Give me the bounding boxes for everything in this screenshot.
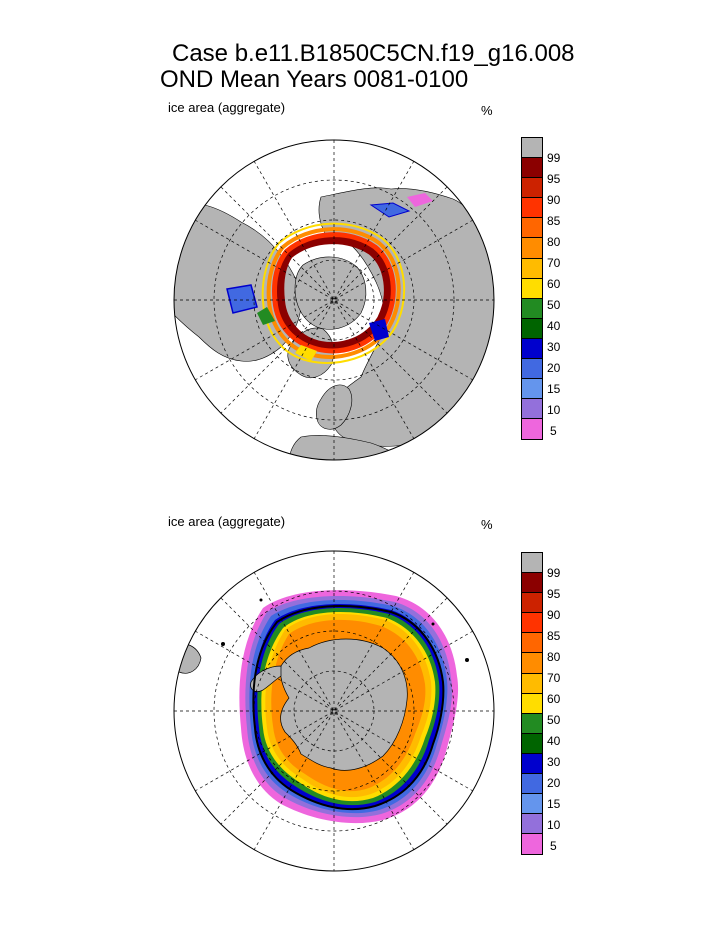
- south-tick-70: 70: [547, 671, 561, 685]
- north-colorbar-bin-10: [522, 399, 542, 420]
- south-tick-5: 5: [550, 839, 557, 853]
- south-colorbar-bin-100: [522, 553, 542, 574]
- north-tick-20: 20: [547, 361, 561, 375]
- south-colorbar-bin-50: [522, 713, 542, 734]
- north-colorbar-bin-99: [522, 158, 542, 179]
- south-tick-90: 90: [547, 608, 561, 622]
- south-colorbar-bin-95: [522, 593, 542, 614]
- north-colorbar: [521, 137, 543, 441]
- north-tick-60: 60: [547, 277, 561, 291]
- north-ice-edges: [226, 193, 433, 361]
- south-variable-label: ice area (aggregate): [168, 514, 286, 529]
- south-colorbar-bin-10: [522, 814, 542, 835]
- south-tick-20: 20: [547, 776, 561, 790]
- south-colorbar-bin-70: [522, 673, 542, 694]
- north-map-boundary: [173, 139, 495, 461]
- south-polar-map: [173, 550, 495, 872]
- north-tick-15: 15: [547, 382, 561, 396]
- south-colorbar-bin-30: [522, 753, 542, 775]
- south-colorbar-bin-5: [522, 834, 542, 855]
- south-tick-10: 10: [547, 818, 561, 832]
- north-colorbar-bin-30: [522, 338, 542, 360]
- south-islands: [221, 598, 469, 662]
- north-tick-50: 50: [547, 298, 561, 312]
- south-colorbar: [521, 552, 543, 856]
- north-colorbar-bin-90: [522, 198, 542, 219]
- north-colorbar-bin-50: [522, 298, 542, 319]
- north-colorbar-bin-85: [522, 218, 542, 239]
- north-colorbar-bin-60: [522, 278, 542, 299]
- north-tick-99: 99: [547, 151, 561, 165]
- north-colorbar-bin-15: [522, 379, 542, 400]
- plot-title-case: Case b.e11.B1850C5CN.f19_g16.008: [172, 40, 575, 67]
- south-tick-50: 50: [547, 713, 561, 727]
- north-tick-80: 80: [547, 235, 561, 249]
- south-colorbar-bin-99: [522, 573, 542, 594]
- north-colorbar-bin-80: [522, 238, 542, 259]
- south-colorbar-bin-20: [522, 774, 542, 795]
- north-tick-10: 10: [547, 403, 561, 417]
- north-variable-label: ice area (aggregate): [168, 100, 286, 115]
- plot-title-period: OND Mean Years 0081-0100: [160, 66, 469, 93]
- south-colorbar-bin-40: [522, 733, 542, 754]
- south-unit-label: %: [481, 517, 493, 532]
- south-colorbar-bin-85: [522, 633, 542, 654]
- north-polar-map: [173, 139, 495, 461]
- south-graticule: [174, 551, 494, 871]
- north-tick-40: 40: [547, 319, 561, 333]
- north-tick-90: 90: [547, 193, 561, 207]
- north-sea-ice: [261, 222, 406, 364]
- north-colorbar-bin-40: [522, 318, 542, 339]
- north-colorbar-bin-20: [522, 359, 542, 380]
- south-colorbar-bin-60: [522, 693, 542, 714]
- south-tick-30: 30: [547, 755, 561, 769]
- south-tick-15: 15: [547, 797, 561, 811]
- south-tick-40: 40: [547, 734, 561, 748]
- north-colorbar-bin-5: [522, 419, 542, 440]
- north-colorbar-bin-70: [522, 258, 542, 279]
- north-colorbar-bin-95: [522, 178, 542, 199]
- south-tick-60: 60: [547, 692, 561, 706]
- south-tick-80: 80: [547, 650, 561, 664]
- north-unit-label: %: [481, 103, 493, 118]
- south-tick-95: 95: [547, 587, 561, 601]
- south-colorbar-bin-90: [522, 613, 542, 634]
- south-colorbar-bin-15: [522, 794, 542, 815]
- north-tick-85: 85: [547, 214, 561, 228]
- south-tick-85: 85: [547, 629, 561, 643]
- south-colorbar-bin-80: [522, 653, 542, 674]
- north-tick-5: 5: [550, 424, 557, 438]
- south-tick-99: 99: [547, 566, 561, 580]
- north-graticule: [174, 140, 494, 460]
- north-tick-30: 30: [547, 340, 561, 354]
- north-land: [174, 187, 494, 460]
- south-ice-edge-contour: [252, 605, 445, 811]
- south-map-boundary: [173, 550, 495, 872]
- north-colorbar-bin-100: [522, 138, 542, 159]
- north-tick-95: 95: [547, 172, 561, 186]
- north-tick-70: 70: [547, 256, 561, 270]
